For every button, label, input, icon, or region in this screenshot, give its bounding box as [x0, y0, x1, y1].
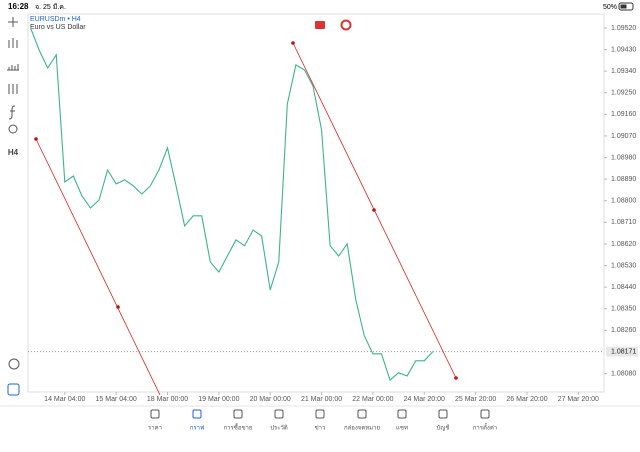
function-tool[interactable]	[8, 105, 16, 120]
x-tick-label: 18 Mar 00:00	[147, 396, 188, 403]
x-tick-label: 19 Mar 00:00	[198, 396, 239, 403]
tab-icon[interactable]	[274, 409, 284, 419]
tab-icon[interactable]	[192, 409, 202, 419]
current-price-box	[606, 346, 638, 357]
tab-icon[interactable]	[315, 409, 325, 419]
tab-bar: ราคา กราฟ การซื้อขาย ประวัติ ข่าว กล่องจดหมาย…	[148, 409, 497, 432]
y-tick-label: 1.09430	[611, 46, 636, 53]
trendlines	[35, 42, 457, 396]
x-tick-label: 15 Mar 04:00	[96, 396, 137, 403]
y-tick-label: 1.08620	[611, 241, 636, 248]
y-tick-label: 1.08980	[611, 154, 636, 161]
sync-icon[interactable]	[340, 19, 352, 31]
y-tick-label: 1.09160	[611, 111, 636, 118]
indicator-tool[interactable]	[8, 38, 18, 48]
handle[interactable]	[116, 305, 120, 309]
trade-tool[interactable]	[8, 358, 20, 370]
x-tick-label: 25 Mar 20:00	[455, 396, 496, 403]
timeframe[interactable]: H4	[8, 148, 19, 157]
x-tick-label: 14 Mar 04:00	[44, 396, 85, 403]
tab-label[interactable]: กล่องจดหมาย	[344, 425, 380, 432]
y-tick-label: 1.09520	[611, 25, 636, 32]
battery-icon	[618, 2, 634, 11]
handle[interactable]	[291, 41, 295, 45]
y-tick-label: 1.08800	[611, 198, 636, 205]
y-tick-label: 1.08710	[611, 219, 636, 226]
plot: 1.09520 1.09430 1.09340 1.09250 1.09160 1.090…	[28, 25, 638, 403]
x-tick-label: 27 Mar 20:00	[558, 396, 599, 403]
current-price-label: 1.08171	[611, 349, 636, 356]
trendline-handles	[34, 41, 458, 380]
x-tick-label: 21 Mar 00:00	[301, 396, 342, 403]
x-tick-label: 20 Mar 00:00	[250, 396, 291, 403]
y-tick-label: 1.08350	[611, 306, 636, 313]
y-tick-label: 1.09340	[611, 68, 636, 75]
tab-icon[interactable]	[233, 409, 243, 419]
tab-icon[interactable]	[357, 409, 367, 419]
tab-label[interactable]: การตั้งค่า	[473, 422, 497, 432]
y-tick-label: 1.09070	[611, 133, 636, 140]
tab-label[interactable]: ข่าว	[315, 425, 326, 432]
tab-label[interactable]: ประวัติ	[270, 425, 288, 432]
left-toolbar	[7, 17, 20, 396]
mt-icon[interactable]	[7, 383, 20, 396]
handle[interactable]	[372, 208, 376, 212]
handle[interactable]	[454, 376, 458, 380]
tab-label[interactable]: แชท	[396, 425, 408, 432]
price-line	[30, 27, 434, 381]
y-tick-label: 1.08890	[611, 176, 636, 183]
tab-label[interactable]: กราฟ	[190, 425, 204, 432]
x-tick-label: 24 Mar 20:00	[404, 396, 445, 403]
date: จ. 25 มี.ค.	[35, 3, 66, 11]
one-click-icon[interactable]	[315, 21, 325, 29]
chart-subtitle: Euro vs US Dollar	[30, 24, 86, 31]
y-tick-label: 1.08260	[611, 327, 636, 334]
objects-tool[interactable]	[7, 64, 19, 71]
x-tick-label: 22 Mar 00:00	[352, 396, 393, 403]
tab-label[interactable]: ราคา	[148, 425, 162, 432]
settings-tool[interactable]	[8, 84, 18, 94]
clock: 16:28	[8, 2, 29, 11]
battery-level: 50%	[603, 4, 617, 11]
shapes-tool[interactable]	[8, 124, 18, 134]
crosshair-tool[interactable]	[8, 17, 18, 27]
tab-label[interactable]: บัญชี	[437, 424, 450, 432]
trendline[interactable]	[35, 138, 161, 396]
y-tick-label: 1.08440	[611, 284, 636, 291]
y-tick-label: 1.09250	[611, 90, 636, 97]
tab-icon[interactable]	[480, 409, 490, 419]
plot-frame	[27, 13, 605, 393]
tab-label[interactable]: การซื้อขาย	[224, 422, 253, 432]
y-tick-label: 1.08080	[611, 370, 636, 377]
tab-icon[interactable]	[397, 409, 407, 419]
tab-icon[interactable]	[438, 409, 448, 419]
x-tick-label: 26 Mar 20:00	[506, 396, 547, 403]
y-tick-label: 1.08530	[611, 262, 636, 269]
battery-fill	[620, 4, 627, 9]
tab-icon[interactable]	[150, 409, 160, 419]
chart-title: EURUSDm • H4	[30, 16, 81, 23]
handle[interactable]	[34, 137, 38, 141]
